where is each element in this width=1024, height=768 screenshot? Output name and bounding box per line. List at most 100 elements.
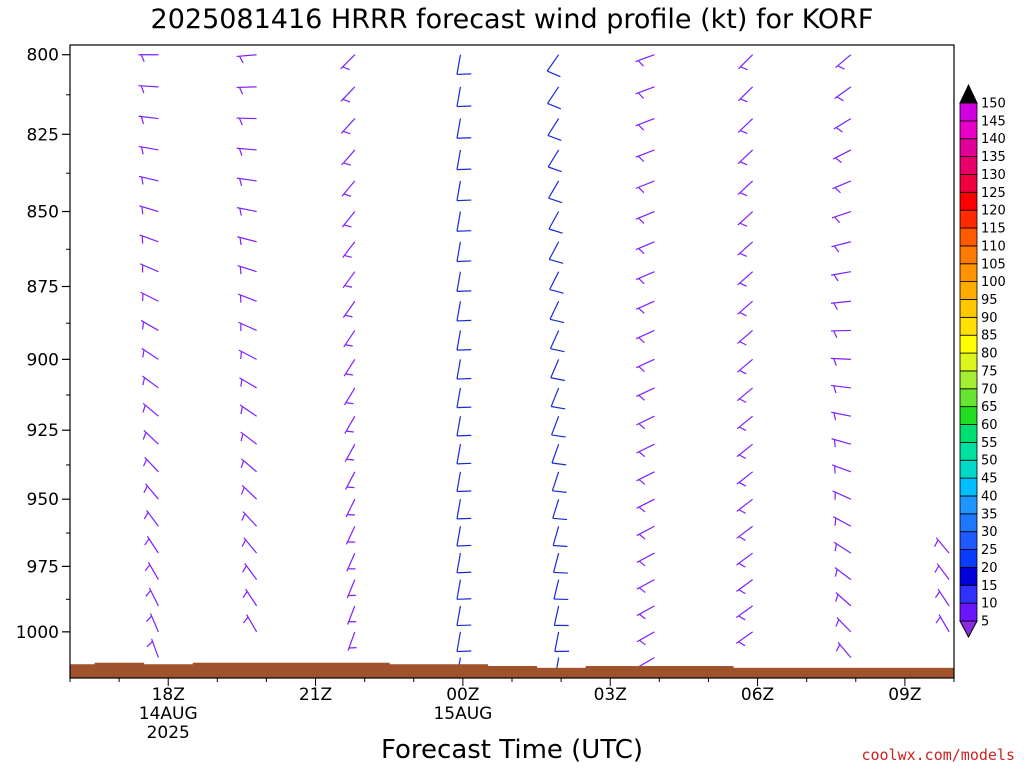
wind-barb: [830, 384, 851, 394]
x-axis-label: Forecast Time (UTC): [381, 735, 643, 765]
wind-barb: [345, 498, 356, 518]
wind-barb: [342, 241, 356, 259]
wind-barb: [240, 431, 257, 445]
surface-segment: [487, 666, 538, 678]
wind-barb: [456, 499, 472, 520]
wind-barb: [456, 330, 472, 351]
colorbar-swatch: [959, 441, 978, 461]
wind-barb: [549, 330, 565, 353]
wind-barb: [548, 180, 563, 204]
colorbar-swatch: [959, 513, 978, 533]
wind-barb: [456, 387, 472, 409]
wind-barb: [831, 241, 852, 253]
wind-barb: [456, 86, 472, 108]
wind-barb: [636, 605, 655, 620]
wind-barb: [635, 241, 655, 255]
surface-segment: [683, 666, 734, 678]
colorbar-label: 130: [981, 168, 1006, 183]
wind-barb: [551, 415, 566, 438]
wind-barb: [833, 541, 852, 554]
wind-barb: [143, 456, 159, 473]
wind-barb: [341, 180, 356, 197]
colorbar-swatch: [959, 531, 978, 550]
colorbar-label: 10: [981, 597, 998, 612]
wind-barb: [736, 443, 754, 460]
wind-barb: [239, 404, 257, 417]
surface-segment: [585, 666, 636, 678]
colorbar-label: 15: [981, 579, 998, 594]
wind-barb: [735, 631, 753, 647]
colorbar-swatch: [959, 156, 978, 175]
wind-barb: [736, 387, 754, 403]
x-tick-label: 21Z: [299, 685, 332, 705]
colorbar-swatch: [959, 406, 978, 425]
surface-segment: [94, 662, 145, 678]
wind-barb: [635, 180, 655, 194]
wind-barb: [550, 359, 565, 382]
wind-barb: [139, 234, 159, 244]
wind-barb: [546, 54, 561, 78]
wind-barb: [831, 438, 852, 448]
colorbar-swatch: [959, 316, 978, 336]
colorbar-swatch: [959, 299, 978, 318]
y-tick-label: 875: [27, 277, 59, 297]
wind-barb: [833, 516, 852, 527]
x-tick-label: 09Z: [888, 685, 921, 705]
wind-barb: [146, 638, 159, 658]
wind-barb: [832, 180, 852, 194]
wind-barb: [456, 526, 472, 547]
colorbar-label: 25: [981, 543, 998, 558]
wind-barb: [239, 377, 257, 389]
wind-barb: [738, 54, 754, 71]
wind-barb: [636, 525, 655, 540]
wind-barb: [140, 319, 159, 331]
wind-barb: [553, 605, 569, 627]
wind-barb: [343, 387, 356, 406]
surface-segment: [192, 662, 243, 678]
wind-barb: [142, 402, 159, 417]
colorbar-swatch: [959, 459, 978, 479]
wind-barb: [241, 537, 258, 554]
wind-barb: [835, 641, 852, 658]
wind-barb: [635, 300, 655, 314]
wind-barb: [737, 149, 754, 166]
x-tick-label: 00Z: [446, 685, 479, 705]
wind-barb: [143, 509, 159, 527]
wind-barb: [342, 271, 356, 289]
wind-barb: [456, 444, 472, 465]
colorbar-label: 70: [981, 382, 998, 397]
wind-barb: [340, 54, 356, 71]
wind-barb: [548, 241, 564, 264]
colorbar-swatch: [959, 602, 978, 622]
wind-barb: [636, 552, 655, 567]
wind-barb: [833, 118, 852, 133]
wind-barb: [240, 458, 258, 473]
wind-barb: [343, 330, 356, 348]
wind-barb: [830, 329, 851, 339]
wind-barb: [635, 271, 655, 285]
colorbar-arrow-high: [959, 83, 978, 104]
surface-segment: [340, 662, 390, 678]
surface-segment: [70, 664, 96, 678]
wind-barb: [549, 300, 565, 324]
wind-barb: [237, 236, 257, 246]
colorbar-label: 90: [981, 311, 998, 326]
wind-barb: [143, 483, 159, 500]
wind-barb: [636, 443, 655, 458]
wind-barb: [548, 211, 563, 234]
wind-barb: [240, 484, 258, 500]
wind-barb: [832, 490, 852, 500]
wind-barb: [636, 631, 655, 646]
colorbar-label: 75: [981, 364, 998, 379]
wind-barb: [456, 241, 472, 263]
surface-segment: [880, 667, 955, 678]
wind-barb: [138, 85, 159, 94]
wind-barb: [552, 552, 568, 574]
wind-barb: [831, 271, 851, 282]
surface-segment: [241, 662, 292, 678]
y-axis: 800 825 850 875 900 925 950 975 1000: [16, 46, 70, 643]
colorbar-label: 45: [981, 472, 998, 487]
colorbar-swatch: [959, 102, 978, 122]
